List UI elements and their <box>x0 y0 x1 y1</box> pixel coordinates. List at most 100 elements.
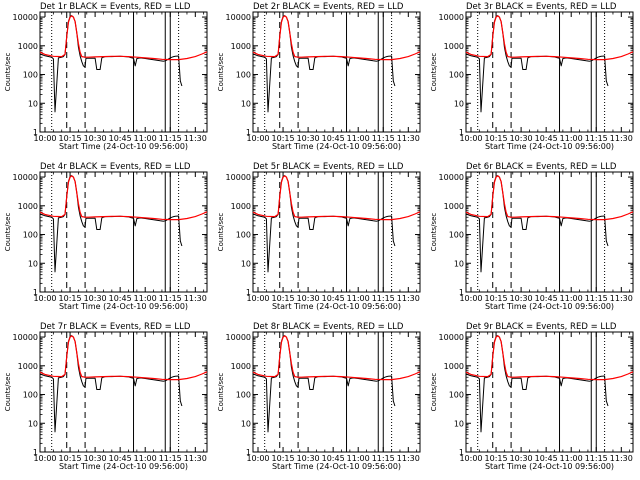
x-tick-label: 11:30 <box>397 134 420 143</box>
y-tick-label: 10 <box>454 99 464 108</box>
y-tick-label: 100 <box>23 71 38 80</box>
plot-frame <box>465 331 634 453</box>
x-tick-label: 11:00 <box>347 294 370 303</box>
x-tick-label: 11:00 <box>560 454 583 463</box>
x-tick-label: 10:30 <box>84 454 107 463</box>
y-tick-label: 10000 <box>439 13 464 22</box>
x-tick-label: 11:30 <box>610 134 633 143</box>
x-axis-label: Start Time (24-Oct-10 09:56:00) <box>59 142 188 151</box>
y-tick-label: 100 <box>449 71 464 80</box>
x-tick-label: 11:15 <box>159 454 182 463</box>
x-tick-label: 10:30 <box>297 294 320 303</box>
x-tick-label: 11:15 <box>372 454 395 463</box>
x-tick-label: 11:30 <box>184 454 207 463</box>
detector-panel: Det 4r BLACK = Events, RED = LLD 1 10 100 10… <box>4 162 208 311</box>
x-tick-label: 11:00 <box>560 294 583 303</box>
lld-series-line <box>252 15 421 61</box>
panel-title: Det 5r BLACK = Events, RED = LLD <box>253 162 404 172</box>
y-tick-label: 10000 <box>13 333 38 342</box>
x-tick-label: 11:15 <box>372 294 395 303</box>
x-tick-label: 10:45 <box>109 454 132 463</box>
x-tick-label: 10:00 <box>246 454 269 463</box>
y-tick-label: 1 <box>33 288 38 297</box>
plot-frame <box>465 11 634 133</box>
y-tick-label: 100 <box>449 391 464 400</box>
x-tick-label: 11:00 <box>347 134 370 143</box>
x-tick-label: 11:00 <box>134 134 157 143</box>
y-axis-label: Counts/sec <box>4 213 12 252</box>
x-tick-label: 10:15 <box>59 134 82 143</box>
y-axis-label: Counts/sec <box>430 53 438 92</box>
x-tick-label: 11:00 <box>560 134 583 143</box>
y-tick-label: 10 <box>454 419 464 428</box>
y-tick-label: 10 <box>454 259 464 268</box>
x-tick-label: 10:00 <box>459 294 482 303</box>
y-tick-label: 1000 <box>444 202 464 211</box>
x-tick-label: 10:30 <box>297 134 320 143</box>
x-tick-label: 10:45 <box>109 134 132 143</box>
y-tick-label: 100 <box>23 391 38 400</box>
x-tick-label: 10:00 <box>33 294 56 303</box>
plot-frame <box>252 331 421 453</box>
x-axis-label: Start Time (24-Oct-10 09:56:00) <box>272 462 401 471</box>
x-axis-label: Start Time (24-Oct-10 09:56:00) <box>485 142 614 151</box>
y-tick-label: 1 <box>246 128 251 137</box>
y-tick-label: 1000 <box>444 42 464 51</box>
y-axis-label: Counts/sec <box>217 53 225 92</box>
x-tick-label: 11:00 <box>347 454 370 463</box>
y-tick-label: 10 <box>28 419 38 428</box>
y-tick-label: 10000 <box>226 173 251 182</box>
panel-title: Det 4r BLACK = Events, RED = LLD <box>40 162 191 172</box>
y-tick-label: 1 <box>459 448 464 457</box>
x-tick-label: 10:30 <box>510 454 533 463</box>
x-axis-label: Start Time (24-Oct-10 09:56:00) <box>485 302 614 311</box>
x-tick-label: 11:15 <box>159 294 182 303</box>
y-tick-label: 1000 <box>231 42 251 51</box>
y-tick-label: 1000 <box>18 42 38 51</box>
x-tick-label: 10:45 <box>322 294 345 303</box>
x-tick-label: 10:00 <box>246 294 269 303</box>
detector-panel: Det 9r BLACK = Events, RED = LLD 1 10 100 10… <box>430 322 634 471</box>
panel-title: Det 2r BLACK = Events, RED = LLD <box>253 2 404 12</box>
y-tick-label: 10000 <box>439 173 464 182</box>
x-tick-label: 10:00 <box>459 454 482 463</box>
x-tick-label: 11:15 <box>159 134 182 143</box>
y-tick-label: 10000 <box>13 173 38 182</box>
x-tick-label: 10:45 <box>322 454 345 463</box>
x-tick-label: 10:15 <box>59 454 82 463</box>
x-tick-label: 11:00 <box>134 454 157 463</box>
plot-frame <box>252 171 421 293</box>
detector-panel: Det 3r BLACK = Events, RED = LLD 1 10 100 10… <box>430 2 634 151</box>
lld-series-line <box>252 175 421 221</box>
y-axis-label: Counts/sec <box>217 373 225 412</box>
detector-panel: Det 5r BLACK = Events, RED = LLD 1 10 100 10… <box>217 162 421 311</box>
y-tick-label: 1 <box>246 448 251 457</box>
y-tick-label: 1 <box>459 128 464 137</box>
x-tick-label: 10:00 <box>246 134 269 143</box>
x-tick-label: 11:15 <box>585 134 608 143</box>
x-tick-label: 11:30 <box>397 454 420 463</box>
y-tick-label: 1000 <box>18 202 38 211</box>
x-axis-label: Start Time (24-Oct-10 09:56:00) <box>59 302 188 311</box>
x-tick-label: 10:00 <box>33 134 56 143</box>
lld-series-line <box>39 335 208 381</box>
x-tick-label: 10:15 <box>485 454 508 463</box>
x-tick-label: 11:15 <box>585 454 608 463</box>
plot-frame <box>465 171 634 293</box>
panel-title: Det 1r BLACK = Events, RED = LLD <box>40 2 191 12</box>
x-tick-label: 10:45 <box>535 454 558 463</box>
y-tick-label: 1000 <box>231 362 251 371</box>
y-tick-label: 1 <box>33 448 38 457</box>
lld-series-line <box>252 335 421 381</box>
y-axis-label: Counts/sec <box>4 373 12 412</box>
x-tick-label: 10:00 <box>459 134 482 143</box>
x-tick-label: 10:15 <box>272 454 295 463</box>
x-tick-label: 10:30 <box>510 134 533 143</box>
x-tick-label: 10:45 <box>535 134 558 143</box>
detector-panel: Det 1r BLACK = Events, RED = LLD 1 10 100 10… <box>4 2 208 151</box>
x-tick-label: 11:30 <box>184 134 207 143</box>
plot-frame <box>252 11 421 133</box>
lld-series-line <box>465 15 634 61</box>
y-tick-label: 10 <box>28 259 38 268</box>
